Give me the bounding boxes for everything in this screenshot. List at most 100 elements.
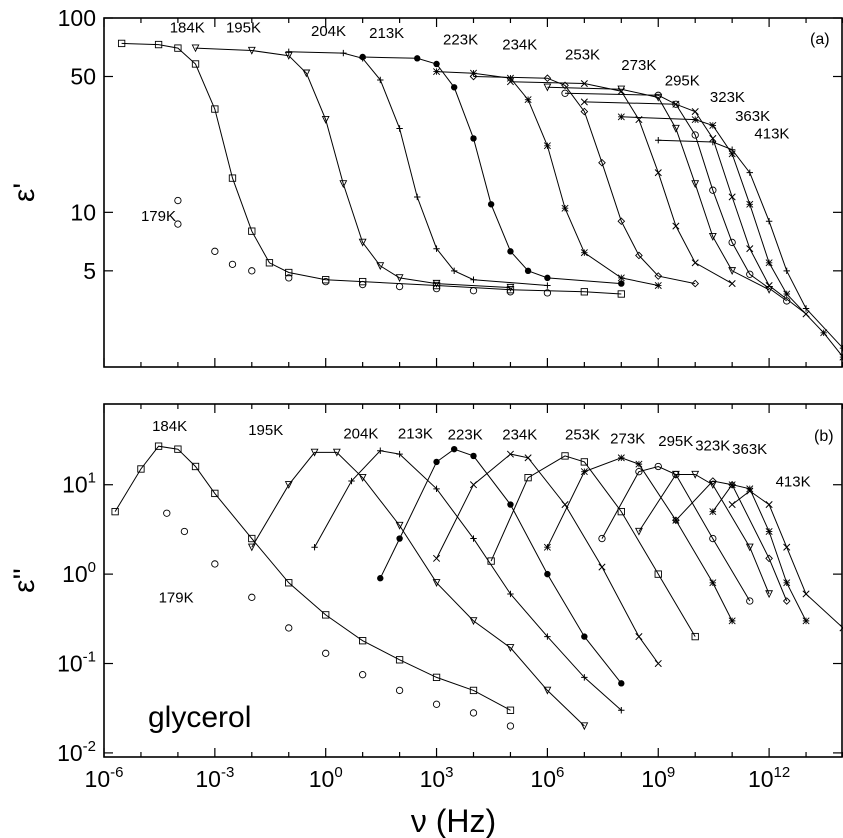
series-label-179K: 179K [159,590,194,607]
series-label-295K: 295K [665,72,700,89]
data-point-184K [359,637,367,645]
data-point-273K [691,180,700,189]
data-point-363K [746,485,754,493]
data-point-179K [285,624,293,632]
data-point-184K [137,465,145,473]
data-point-413K [765,501,773,509]
data-point-213K [507,248,514,255]
x-tick-label: 1012 [748,764,790,792]
data-point-179K [395,686,404,695]
data-point-223K [580,249,588,257]
fit-line-184K [121,42,622,295]
x-axis-title: ν (Hz) [411,803,496,838]
data-point-204K [544,282,551,289]
data-point-295K [691,470,700,479]
series-label-273K: 273K [610,430,645,447]
series-label-413K: 413K [754,125,789,142]
data-point-184K [228,174,237,182]
series-label-363K: 363K [735,108,770,125]
fit-line-273K [601,465,751,602]
data-point-363K [765,527,773,535]
data-point-195K [376,262,385,271]
series-label-323K: 323K [710,89,745,106]
fit-line-413K [731,490,843,629]
data-point-184K [285,268,293,277]
data-point-195K [543,686,552,695]
data-point-184K [191,462,200,471]
data-point-295K [671,470,680,479]
series-label-273K: 273K [621,57,656,74]
data-point-234K [617,217,626,226]
data-point-295K [745,543,754,552]
data-point-323K [765,281,773,290]
data-point-253K [654,169,662,177]
data-point-195K [580,722,589,731]
series-label-223K: 223K [448,427,483,444]
data-point-204K [348,477,355,485]
data-point-273K [635,468,643,476]
data-point-195K [302,69,311,78]
data-point-253K [580,468,588,476]
data-point-223K [524,96,532,104]
data-point-184K [174,445,182,453]
data-point-195K [247,543,256,552]
data-point-234K [635,251,643,260]
data-point-413K [746,487,754,495]
data-point-223K [506,74,514,82]
x-tick-label: 100 [309,764,343,792]
data-point-213K [450,445,458,453]
fit-line-363K [712,484,807,622]
data-point-223K [654,282,662,290]
data-point-413K [746,169,753,176]
panel-b: 10-2 10-1 100 101 10-6 10-3 100 103 106 109 1012 (b… [8,403,843,792]
data-point-323K [709,134,717,142]
data-point-204K [311,544,318,551]
data-point-295K [746,270,754,278]
data-point-273K [728,267,737,276]
data-point-184K [111,507,119,516]
data-point-323K [782,597,791,605]
data-point-179K [469,287,478,295]
data-point-223K [433,68,441,76]
data-point-413K [802,590,810,598]
data-point-195K [395,521,404,530]
data-point-323K [728,193,736,201]
data-point-195K [432,579,441,587]
data-point-295K [728,238,736,247]
series-label-213K: 213K [369,25,404,42]
data-point-273K [709,534,717,543]
data-point-234K [580,107,589,116]
data-point-179K [228,260,237,268]
x-tick-label: 106 [530,764,564,792]
fit-line-253K [510,81,733,285]
data-point-184K [432,673,441,682]
data-point-223K [617,274,625,282]
data-point-204K [450,267,458,275]
data-point-273K [654,93,663,102]
fit-line-234K [473,76,696,285]
data-point-184K [154,40,163,49]
series-label-234K: 234K [502,36,537,53]
data-point-223K [635,633,643,641]
data-point-184K [265,259,274,267]
data-point-213K [433,60,440,68]
data-point-184K [211,105,219,113]
data-point-363K [765,259,773,267]
data-point-204K [377,447,384,454]
data-point-179K [180,527,189,536]
y-tick-label: 100 [62,559,96,587]
data-point-234K [543,74,552,83]
panel-label: (b) [814,428,834,445]
data-point-413K [839,624,843,632]
data-point-195K [321,115,330,124]
data-point-363K [617,113,625,121]
data-point-413K [728,501,736,509]
data-point-253K [672,222,680,230]
data-point-253K [506,78,515,86]
data-point-179K [248,267,256,275]
data-point-195K [358,238,367,247]
series-label-323K: 323K [695,438,730,455]
data-point-195K [310,448,319,457]
data-point-234K [598,158,606,167]
data-point-204K [414,193,421,201]
